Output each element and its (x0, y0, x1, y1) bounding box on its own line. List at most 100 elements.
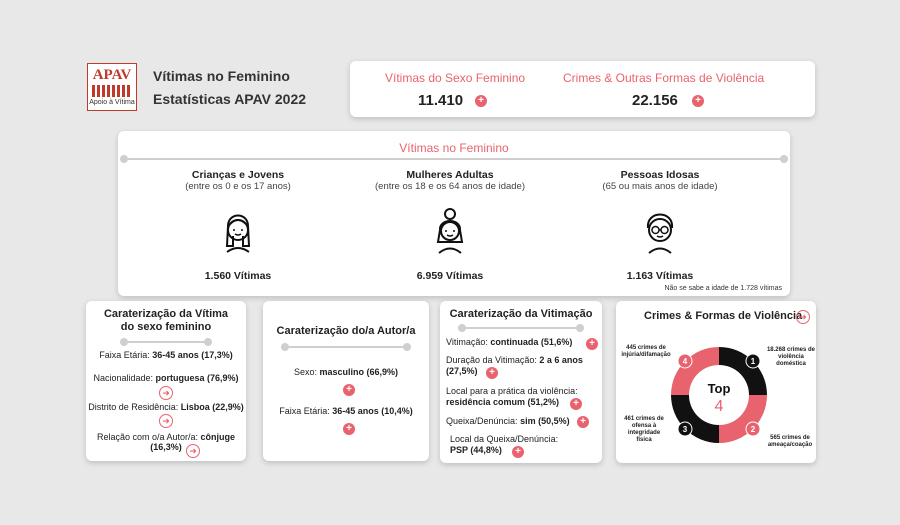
victimization-place-plus-button[interactable]: + (570, 398, 582, 410)
victimization-place-label: Local para a prática da violência: (446, 386, 578, 396)
author-sex-value: masculino (66,9%) (319, 367, 399, 377)
victim-relation: Relação com o/a Autor/a: cônjuge (16,3%) (86, 432, 246, 452)
victimization-card-title: Caraterização da Vitimação (449, 308, 593, 320)
kpi-crimes-label: Crimes & Outras Formas de Violência (563, 71, 765, 85)
group-adults: Mulheres Adultas (entre os 18 e os 64 an… (360, 169, 540, 282)
victimization-duration: Duração da Vitimação: 2 a 6 anos (27,5%) (446, 355, 591, 377)
kpi-female-label: Vítimas do Sexo Feminino (385, 71, 526, 85)
victimization-place-value: residência comum (51,2%) (446, 397, 560, 407)
author-age: Faixa Etária: 36-45 anos (10,4%) (263, 406, 429, 416)
victim-age-label: Faixa Etária: (99, 350, 150, 360)
author-card-title: Caraterização do/a Autor/a (276, 325, 416, 337)
victim-district: Distrito de Residência: Lisboa (22,9%) (86, 402, 246, 412)
woman-icon (436, 208, 464, 254)
donut-segment-4 (671, 347, 719, 395)
victimization-complaint-place-label: Local da Queixa/Denúncia: (450, 434, 559, 444)
victimization-type: Vitimação: continuada (51,6%) (446, 337, 572, 347)
author-profile-card: Caraterização do/a Autor/a Sexo: masculi… (263, 301, 429, 461)
victim-divider (120, 338, 212, 346)
victimization-complaint: Queixa/Denúncia: sim (50,5%) (446, 416, 570, 426)
victimization-complaint-place-plus-button[interactable]: + (512, 446, 524, 458)
victimization-duration-label: Duração da Vitimação: (446, 355, 537, 365)
victim-age: Faixa Etária: 36-45 anos (17,3%) (86, 350, 246, 360)
logo-sub: Apoio à Vítima (89, 99, 135, 106)
kpi-card: Vítimas do Sexo Feminino 11.410 + Crimes… (350, 61, 815, 117)
author-sex-plus-button[interactable]: + (343, 384, 355, 396)
group-adults-title: Mulheres Adultas (406, 169, 494, 181)
top-label-2: 565 crimes de ameaça/coação (767, 435, 813, 448)
victim-district-label: Distrito de Residência: (88, 402, 179, 412)
victimization-complaint-place-value: PSP (44,8%) (450, 445, 502, 455)
victim-nationality-arrow-button[interactable]: ➜ (159, 386, 173, 400)
rank-1-badge: 1 (751, 357, 756, 366)
rank-2-badge: 2 (751, 425, 756, 434)
group-children-title: Crianças e Jovens (191, 169, 285, 181)
victimization-divider (458, 324, 584, 332)
top-label-3: 461 crimes de ofensa à integridade físic… (624, 416, 664, 443)
group-children-sub: (entre os 0 e os 17 anos) (185, 181, 291, 192)
group-children-count: 1.560 Vítimas (204, 270, 272, 282)
victimization-complaint-label: Queixa/Denúncia: (446, 416, 518, 426)
rank-4-badge: 4 (683, 357, 688, 366)
apav-logo: APAV Apoio à Vítima (87, 63, 137, 111)
donut-center-label: Top (708, 381, 731, 396)
group-elderly-sub: (65 ou mais anos de idade) (602, 181, 718, 192)
logo-figures (92, 85, 132, 97)
page-subtitle: Estatísticas APAV 2022 (153, 91, 307, 107)
victim-district-arrow-button[interactable]: ➜ (159, 414, 173, 428)
top4-donut: Top 4 1 2 3 4 (671, 347, 767, 443)
victim-relation-pct: (16,3%) (150, 442, 182, 452)
victim-card-title: Caraterização da Vítima do sexo feminino (103, 308, 229, 333)
groups-title: Vítimas no Feminino (354, 141, 554, 155)
rank-3-badge: 3 (683, 425, 688, 434)
victimization-duration-pct: (27,5%) (446, 366, 478, 376)
victim-profile-card: Caraterização da Vítima do sexo feminino… (86, 301, 246, 461)
victimization-duration-plus-button[interactable]: + (486, 367, 498, 379)
victimization-duration-value: 2 a 6 anos (539, 355, 583, 365)
kpi-crimes-value: 22.156 (632, 92, 678, 109)
donut-segment-3 (671, 395, 719, 443)
top-label-4: 445 crimes de injúria/difamação (621, 345, 671, 358)
victimization-type-label: Vitimação: (446, 337, 488, 347)
top-crimes-title: Crimes & Formas de Violência (644, 310, 803, 322)
age-groups-card: Vítimas no Feminino Crianças e Jovens (e… (118, 131, 790, 296)
victimization-type-value: continuada (51,6%) (490, 337, 573, 347)
victim-nationality: Nacionalidade: portuguesa (76,9%) (86, 373, 246, 383)
top-label-1: 18.268 crimes de violência doméstica (766, 347, 816, 367)
group-elderly-count: 1.163 Vítimas (626, 270, 694, 282)
group-elderly-title: Pessoas Idosas (620, 169, 700, 181)
donut-segment-1 (719, 347, 767, 395)
group-adults-count: 6.959 Vítimas (416, 270, 484, 282)
author-sex-label: Sexo: (293, 367, 317, 377)
victimization-complaint-plus-button[interactable]: + (577, 416, 589, 428)
kpi-crimes-plus-button[interactable]: + (692, 95, 704, 107)
victimization-complaint-value: sim (50,5%) (520, 416, 570, 426)
author-age-plus-button[interactable]: + (343, 423, 355, 435)
girl-icon (225, 214, 251, 253)
group-children: Crianças e Jovens (entre os 0 e os 17 an… (158, 169, 318, 282)
group-elderly: Pessoas Idosas (65 ou mais anos de idade… (580, 169, 740, 282)
victim-relation-value: cônjuge (200, 432, 236, 442)
groups-divider (120, 155, 788, 163)
author-age-label: Faixa Etária: (279, 406, 330, 416)
page-title: Vítimas no Feminino (153, 68, 290, 84)
group-adults-sub: (entre os 18 e os 64 anos de idade) (375, 181, 525, 192)
victimization-card: Caraterização da Vitimação Vitimação: co… (440, 301, 602, 463)
kpi-female-value: 11.410 (418, 92, 464, 109)
kpi-female-plus-button[interactable]: + (475, 95, 487, 107)
victimization-complaint-place: Local da Queixa/Denúncia: PSP (44,8%) (450, 434, 558, 456)
elderly-woman-icon (646, 213, 674, 254)
victim-relation-label: Relação com o/a Autor/a: (96, 432, 199, 442)
victimization-place: Local para a prática da violência: resid… (446, 386, 596, 408)
victim-age-value: 36-45 anos (17,3%) (152, 350, 233, 360)
donut-segment-2 (719, 395, 767, 443)
victim-nationality-label: Nacionalidade: (93, 373, 153, 383)
age-unknown-note: Não se sabe a idade de 1.728 vítimas (664, 285, 782, 292)
top-crimes-arrow-button[interactable]: ➜ (796, 310, 810, 324)
victim-relation-arrow-button[interactable]: ➜ (186, 444, 200, 458)
victimization-type-plus-button[interactable]: + (586, 338, 598, 350)
author-age-value: 36-45 anos (10,4%) (332, 406, 413, 416)
victim-nationality-value: portuguesa (76,9%) (155, 373, 239, 383)
donut-center-number: 4 (715, 398, 724, 415)
top-crimes-card: Crimes & Formas de Violência ➜ Top 4 1 2… (616, 301, 816, 463)
